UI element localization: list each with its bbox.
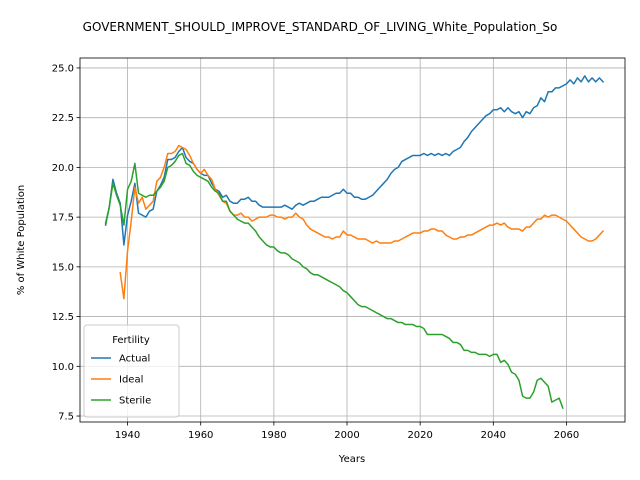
- x-tick-label: 2020: [407, 430, 432, 441]
- y-tick-label: 17.5: [52, 213, 74, 224]
- x-tick-label: 2060: [554, 430, 579, 441]
- legend: Fertility Actual Ideal Sterile: [83, 324, 180, 418]
- x-tick-label: 2040: [481, 430, 506, 441]
- x-axis: 1940 1960 1980 2000 2020 2040 2060: [115, 422, 579, 441]
- series-line-actual: [104, 75, 605, 246]
- x-tick-label: 2000: [334, 430, 359, 441]
- y-tick-label: 10.0: [52, 362, 74, 373]
- series-lines: [104, 75, 605, 410]
- y-tick-label: 15.0: [52, 262, 74, 273]
- y-tick-label: 7.5: [58, 412, 74, 423]
- x-tick-label: 1960: [188, 430, 213, 441]
- legend-box: [83, 324, 180, 418]
- legend-title: Fertility: [112, 335, 150, 346]
- y-axis: 7.5 10.0 12.5 15.0 17.5 20.0 22.5 25.0: [52, 63, 80, 423]
- y-tick-label: 25.0: [52, 63, 74, 74]
- legend-label-sterile: Sterile: [119, 396, 151, 407]
- x-tick-label: 1940: [115, 430, 140, 441]
- y-tick-label: 12.5: [52, 312, 74, 323]
- legend-label-actual: Actual: [119, 354, 150, 365]
- x-tick-label: 1980: [261, 430, 286, 441]
- y-tick-label: 22.5: [52, 113, 74, 124]
- x-axis-label: Years: [338, 454, 365, 465]
- y-tick-label: 20.0: [52, 163, 74, 174]
- series-line-ideal: [119, 144, 605, 300]
- y-axis-label: % of White Population: [16, 185, 27, 295]
- chart-title: GOVERNMENT_SHOULD_IMPROVE_STANDARD_OF_LI…: [83, 20, 558, 34]
- plot-frame: [79, 57, 626, 423]
- series-line-sterile: [104, 152, 564, 410]
- legend-entries: Actual Ideal Sterile: [91, 354, 151, 407]
- legend-label-ideal: Ideal: [119, 375, 143, 386]
